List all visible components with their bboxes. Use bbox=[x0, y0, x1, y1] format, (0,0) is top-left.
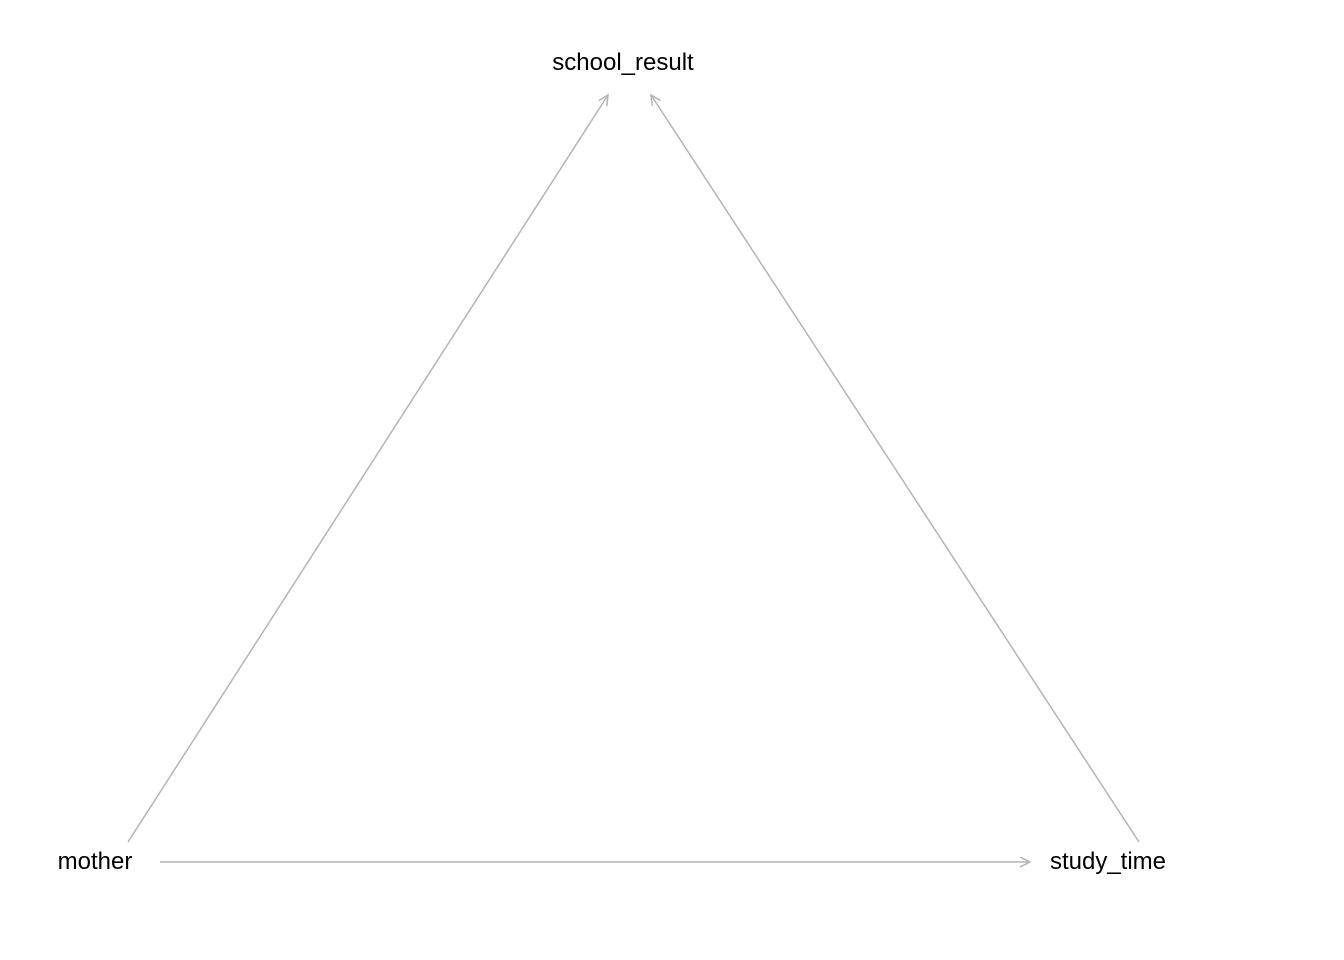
node-mother: mother bbox=[58, 848, 133, 876]
diagram-edges-svg bbox=[0, 0, 1344, 960]
edge-study_time-to-school_result bbox=[651, 95, 1139, 842]
node-study_time: study_time bbox=[1050, 848, 1166, 876]
node-school_result: school_result bbox=[552, 49, 693, 77]
edge-mother-to-school_result bbox=[128, 95, 608, 842]
causal-diagram: school_resultmother study_time bbox=[0, 0, 1344, 960]
